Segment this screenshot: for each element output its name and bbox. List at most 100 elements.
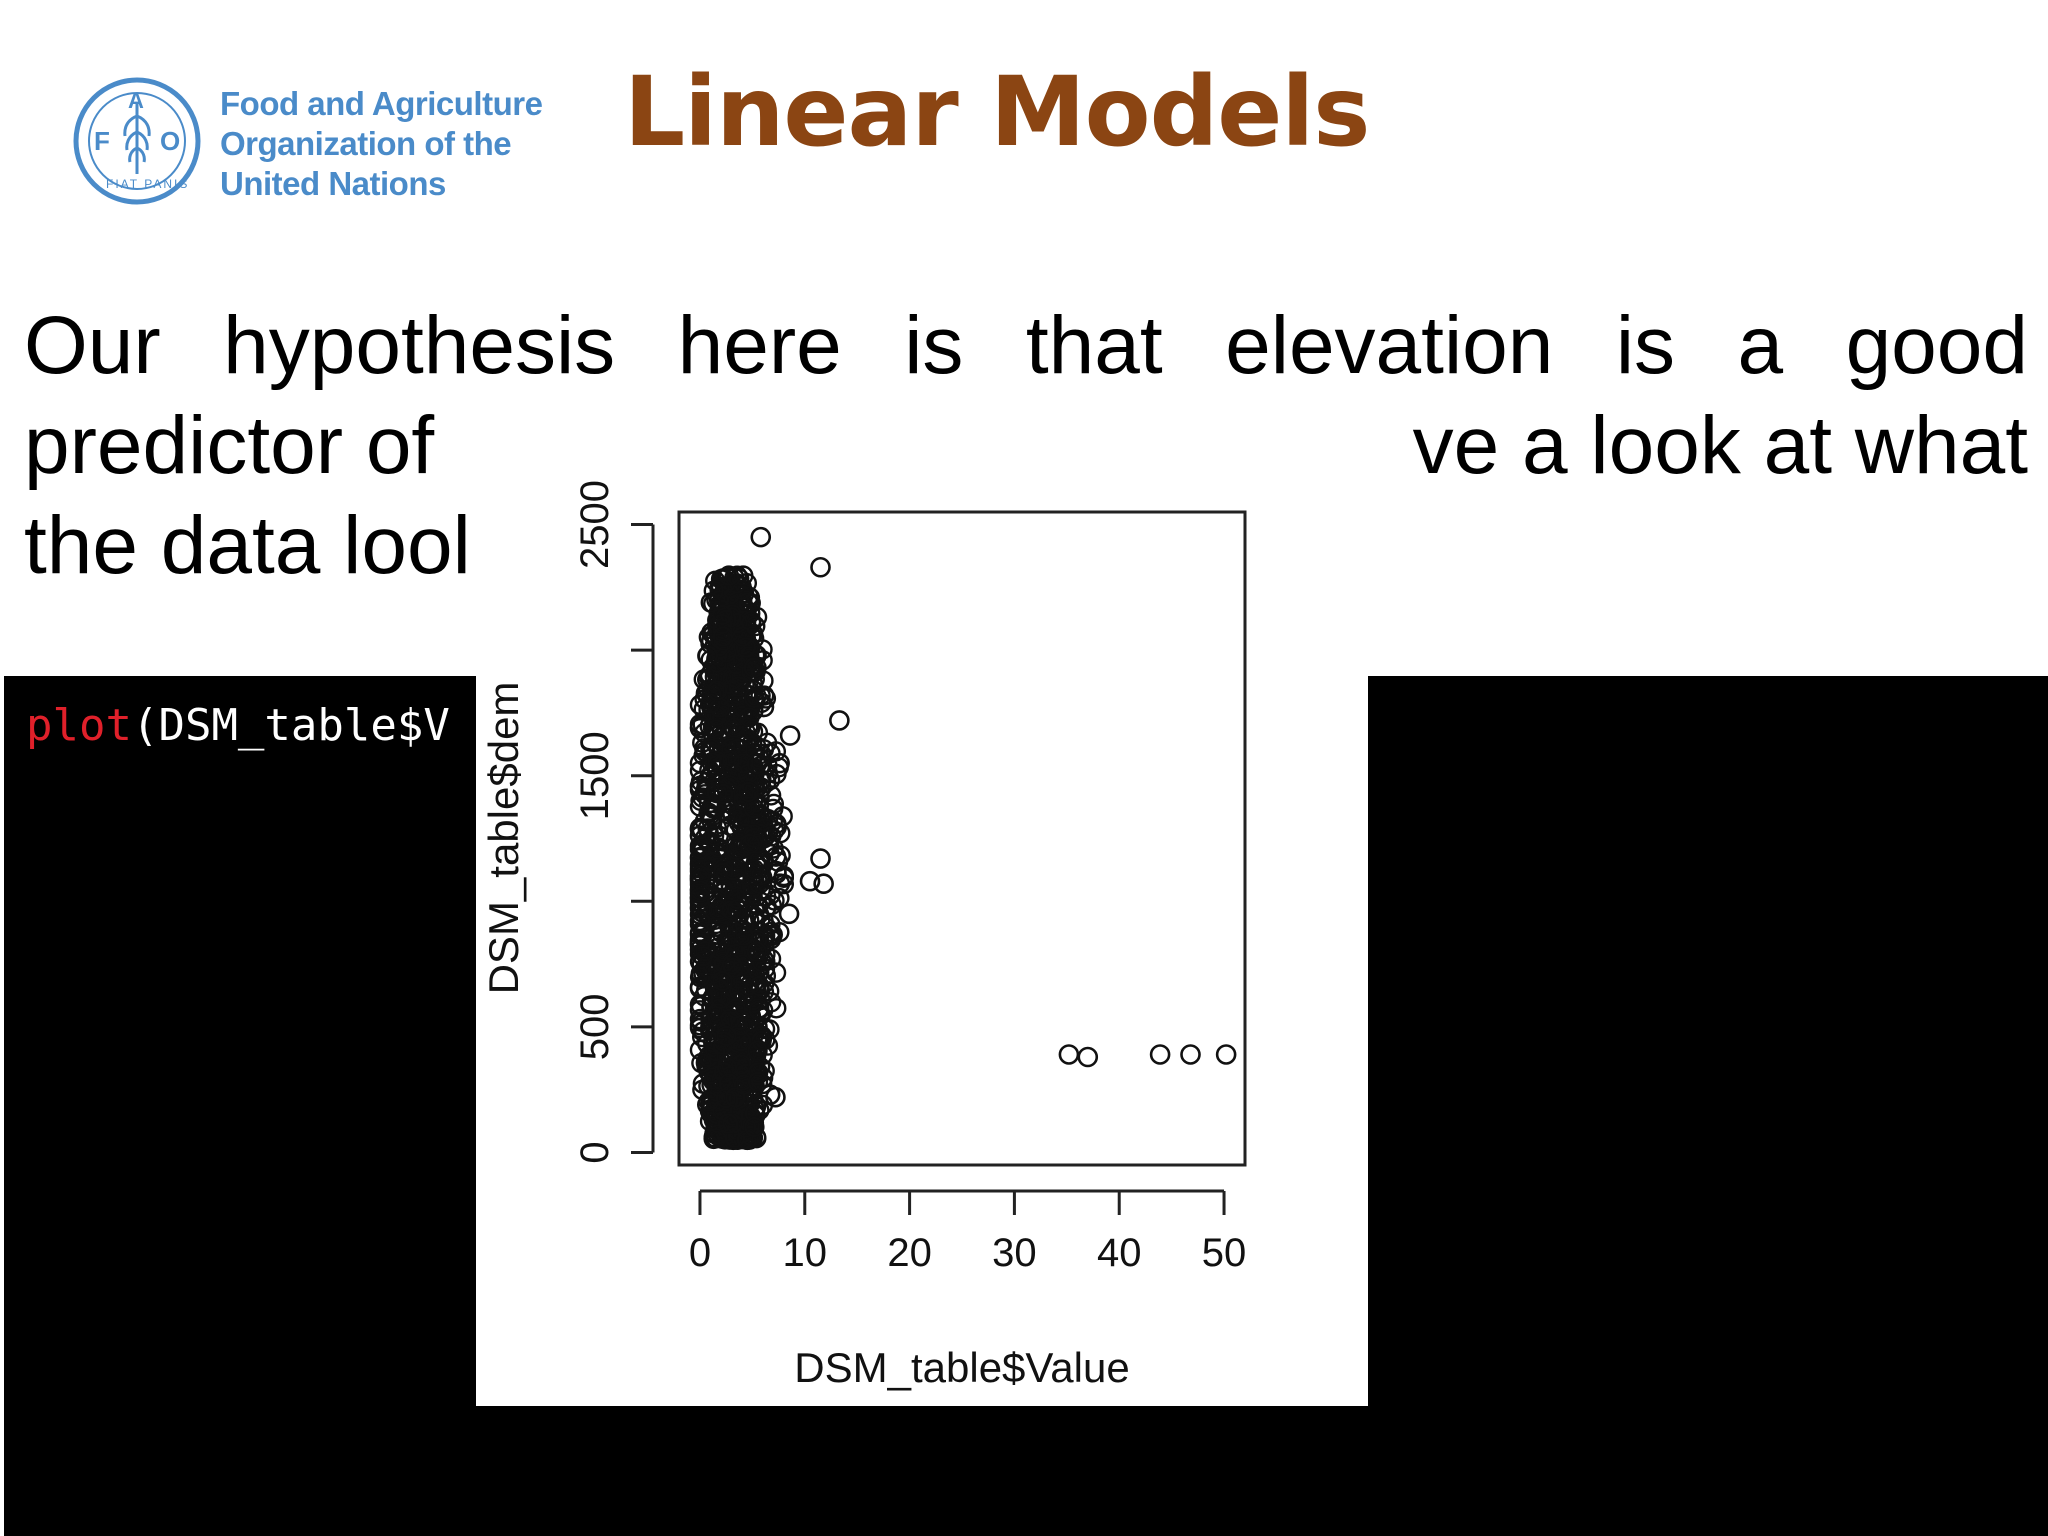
scatter-point xyxy=(778,903,800,925)
cluster-point xyxy=(689,825,711,846)
emblem-letter-o: O xyxy=(160,126,180,156)
paragraph-line-3-left: the data lool xyxy=(24,500,471,591)
fao-emblem-icon: F A O FIAT PANIS xyxy=(73,77,201,205)
cluster-point xyxy=(747,1071,769,1093)
cluster-point xyxy=(730,1015,751,1036)
x-tick-label: 50 xyxy=(1202,1231,1247,1275)
cluster-point xyxy=(722,669,743,691)
scatter-point xyxy=(1149,1044,1171,1065)
cluster-point xyxy=(751,1025,772,1046)
scatter-point xyxy=(750,526,772,548)
cluster-point xyxy=(689,694,711,715)
cluster-point xyxy=(743,687,765,709)
cluster-point xyxy=(739,833,761,855)
scatter-point xyxy=(759,1084,781,1105)
cluster-point xyxy=(722,859,743,881)
word: is xyxy=(1615,300,1676,391)
code-function: plot xyxy=(26,700,132,751)
scatter-point xyxy=(813,873,834,895)
cluster-point xyxy=(733,565,754,586)
slide-title: Linear Models xyxy=(624,56,1370,168)
cluster-point xyxy=(703,580,725,601)
y-axis-label: DSM_table$dem xyxy=(480,682,527,995)
cluster-point xyxy=(739,707,760,728)
cluster-point xyxy=(752,639,773,660)
scatter-point xyxy=(779,725,801,746)
cluster-point xyxy=(765,962,787,983)
code-args: (DSM_table$V xyxy=(131,700,450,751)
word: Our xyxy=(24,300,161,391)
emblem-letter-a: A xyxy=(128,88,144,113)
cluster-point xyxy=(689,1017,711,1039)
cluster-point xyxy=(696,683,718,704)
plot-panel: 0 500 1500 2500 0 10 20 30 40 50 DSM_table$Value… xyxy=(476,440,1368,1406)
cluster-point xyxy=(719,815,741,836)
cluster-point xyxy=(733,925,754,946)
paragraph-line-2-right: ve a look at what xyxy=(1412,400,2028,491)
word: that xyxy=(1025,300,1163,391)
cluster-point xyxy=(689,887,711,908)
cluster-point xyxy=(706,782,728,804)
cluster-point xyxy=(721,954,743,975)
cluster-point xyxy=(746,753,768,775)
cluster-point xyxy=(720,738,742,759)
cluster-point xyxy=(747,1040,768,1061)
cluster-point xyxy=(689,1008,711,1030)
paragraph-line-3: the data lool xyxy=(24,496,2028,596)
cluster-point xyxy=(746,929,768,951)
cluster-point xyxy=(689,713,711,735)
cluster-point xyxy=(732,954,754,975)
emblem-letter-f: F xyxy=(94,126,110,156)
cluster-point xyxy=(712,970,733,992)
cluster-point xyxy=(726,565,748,586)
cluster-point xyxy=(730,1054,752,1075)
paragraph-line-2: predictor of ve a look at what xyxy=(24,396,2028,496)
cluster-point xyxy=(725,943,747,965)
cluster-point xyxy=(717,1113,739,1134)
scatter-point xyxy=(769,752,790,774)
y-tick-label: 1500 xyxy=(573,731,617,820)
cluster-point xyxy=(689,880,711,901)
cluster-point xyxy=(713,1062,734,1083)
y-tick-label: 500 xyxy=(573,993,617,1060)
x-tick-label: 10 xyxy=(783,1231,828,1275)
data-points xyxy=(689,526,1237,1151)
cluster-point xyxy=(712,626,734,647)
cluster-point xyxy=(725,1087,746,1108)
cluster-point xyxy=(735,637,757,658)
cluster-point xyxy=(751,951,773,973)
cluster-point xyxy=(712,604,733,626)
cluster-point xyxy=(715,1087,736,1109)
logo-line-2: Organization of the xyxy=(220,125,512,162)
x-tick-label: 30 xyxy=(992,1231,1037,1275)
cluster-point xyxy=(689,966,711,988)
fao-logo-text: Food and Agriculture Organization of the… xyxy=(220,84,543,204)
logo-line-3: United Nations xyxy=(220,165,446,202)
cluster-point xyxy=(697,645,719,666)
cluster-point xyxy=(701,752,722,773)
cluster-point xyxy=(701,810,722,831)
cluster-point xyxy=(748,1000,769,1021)
cluster-point xyxy=(706,888,727,910)
x-tick-label: 40 xyxy=(1097,1231,1142,1275)
word: elevation xyxy=(1225,300,1554,391)
scatter-plot: 0 500 1500 2500 0 10 20 30 40 50 DSM_table$Value… xyxy=(480,480,1247,1391)
cluster-point xyxy=(712,862,734,883)
cluster-point xyxy=(726,899,748,920)
cluster-point xyxy=(733,753,754,774)
cluster-point xyxy=(706,680,728,701)
cluster-point xyxy=(747,1062,769,1083)
cluster-point xyxy=(716,1025,737,1047)
word: here xyxy=(677,300,842,391)
cluster-point xyxy=(692,1079,713,1100)
cluster-point xyxy=(742,721,764,742)
x-axis-label: DSM_table$Value xyxy=(794,1344,1129,1391)
cluster-point xyxy=(751,1030,772,1052)
cluster-point xyxy=(732,626,753,647)
scatter-point xyxy=(810,848,831,869)
cluster-point xyxy=(738,586,759,607)
cluster-point xyxy=(718,565,740,586)
cluster-point xyxy=(695,778,717,799)
cluster-point xyxy=(744,1103,766,1124)
cluster-point xyxy=(711,1099,733,1121)
